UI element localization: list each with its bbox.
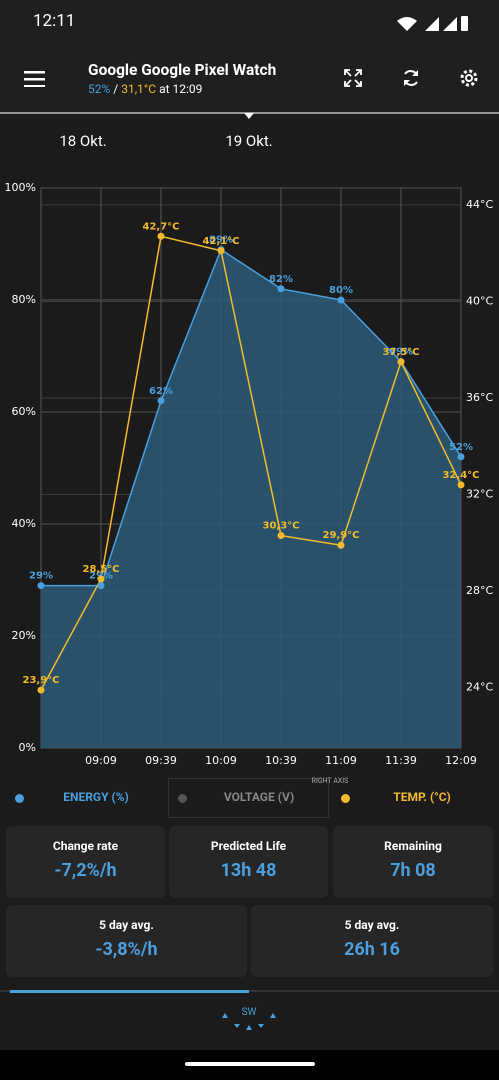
y2-tick-label: 28°C — [466, 584, 493, 597]
data-label: 69% — [389, 347, 413, 358]
x-tick-label: 11:09 — [325, 754, 357, 767]
avg-card: 5 day avg. 26h 16 — [251, 905, 493, 977]
data-label: 29% — [29, 571, 53, 582]
status-icons — [397, 16, 468, 31]
y-tick-label: 40% — [12, 517, 36, 530]
stat-value: 7h 08 — [390, 860, 436, 881]
point — [37, 686, 45, 694]
home-pill[interactable] — [185, 1062, 315, 1066]
avg-label: 5 day avg. — [99, 918, 154, 932]
point — [277, 532, 285, 540]
nav-label[interactable]: SW — [241, 1007, 257, 1018]
nav-icon[interactable] — [218, 1010, 280, 1034]
legend-dot — [15, 794, 24, 803]
legend-dot — [341, 794, 350, 803]
data-label: 29,9°C — [322, 530, 359, 541]
menu-button[interactable] — [24, 71, 45, 87]
y2-tick-label: 44°C — [466, 198, 493, 211]
point — [457, 453, 465, 461]
point — [277, 285, 285, 293]
area — [41, 249, 461, 748]
y2-tick-label: 40°C — [466, 294, 493, 307]
stat-card: Predicted Life 13h 48 — [169, 826, 328, 898]
point — [337, 541, 345, 549]
data-label: 37,5°C — [382, 347, 419, 358]
line — [40, 235, 462, 691]
device-title: Google Google Pixel Watch — [88, 61, 277, 79]
data-label: 23,9°C — [22, 675, 59, 686]
x-tick-label: 10:09 — [205, 754, 237, 767]
y-tick-label: 20% — [12, 629, 36, 642]
stat-label: Change rate — [52, 839, 119, 853]
stat-value: 13h 48 — [220, 860, 277, 881]
chart: 0% 20% 40% 60% 80% 100% 24°C 28°C 32°C 36°C 40°C 44… — [5, 181, 494, 767]
stat-label: Predicted Life — [210, 839, 287, 853]
x-tick-label: 09:09 — [85, 754, 117, 767]
point — [397, 358, 405, 366]
y-tick-label: 0% — [19, 741, 36, 754]
fullscreen-button[interactable] — [343, 68, 363, 88]
x-tick-label: 09:39 — [145, 754, 177, 767]
data-label: 82% — [269, 274, 293, 285]
subtitle-energy: 52% — [88, 82, 111, 96]
date-divider — [0, 112, 499, 119]
data-label: 52% — [449, 442, 473, 453]
point — [37, 582, 45, 590]
date-tab[interactable]: 18 Okt. — [59, 132, 107, 150]
x-tick-label: 12:09 — [445, 754, 477, 767]
y-tick-label: 80% — [12, 293, 36, 306]
data-label: 89% — [209, 235, 233, 246]
stat-card: Remaining 7h 08 — [333, 826, 493, 898]
subtitle-temperature: 31,1°C — [121, 82, 157, 96]
point — [157, 232, 165, 240]
page-track — [0, 990, 499, 992]
legend-item[interactable]: VOLTAGE (V) — [223, 790, 295, 804]
settings-button[interactable] — [458, 67, 480, 89]
stat-value: -7,2%/h — [54, 860, 117, 881]
top-bar — [0, 0, 499, 114]
stat-card: Change rate -7,2%/h — [6, 826, 165, 898]
y2-tick-label: 24°C — [466, 681, 493, 694]
subtitle-separator: / — [113, 82, 119, 96]
device-subtitle: 52% / 31,1°C at 12:09 — [88, 82, 202, 96]
subtitle-time: at 12:09 — [159, 82, 203, 96]
date-tab[interactable]: 19 Okt. — [225, 132, 273, 150]
legend-item[interactable]: TEMP. (°C) — [393, 790, 451, 804]
stat-label: Remaining — [384, 839, 442, 853]
legend-dot — [178, 794, 187, 803]
page-indicator — [10, 990, 249, 993]
clock: 12:11 — [33, 11, 76, 31]
avg-value: 26h 16 — [344, 939, 400, 960]
y-tick-label: 60% — [12, 405, 36, 418]
point — [337, 296, 345, 304]
data-label: 28,5°C — [82, 564, 119, 575]
data-label: 32,4°C — [442, 470, 479, 481]
point — [157, 397, 165, 405]
data-label: 62% — [149, 386, 173, 397]
legend-item[interactable]: ENERGY (%) — [63, 790, 129, 804]
avg-value: -3,8%/h — [95, 939, 158, 960]
x-tick-label: 10:39 — [265, 754, 297, 767]
y2-tick-label: 36°C — [466, 391, 493, 404]
data-label: 42,7°C — [142, 221, 179, 232]
data-label: 30,3°C — [262, 521, 299, 532]
line — [41, 248, 462, 587]
y-tick-label: 100% — [5, 181, 36, 194]
right-axis-note: RIGHT AXIS — [311, 777, 349, 785]
avg-label: 5 day avg. — [344, 918, 400, 932]
point — [457, 481, 465, 489]
point — [97, 582, 105, 590]
avg-card: 5 day avg. -3,8%/h — [6, 905, 247, 977]
legend-box — [168, 778, 329, 818]
data-label: 42,1°C — [202, 236, 239, 247]
point — [217, 247, 225, 255]
y2-tick-label: 32°C — [466, 488, 493, 501]
point — [97, 575, 105, 583]
data-label: 80% — [329, 285, 353, 296]
x-tick-label: 11:39 — [385, 754, 417, 767]
refresh-button[interactable] — [401, 68, 421, 88]
